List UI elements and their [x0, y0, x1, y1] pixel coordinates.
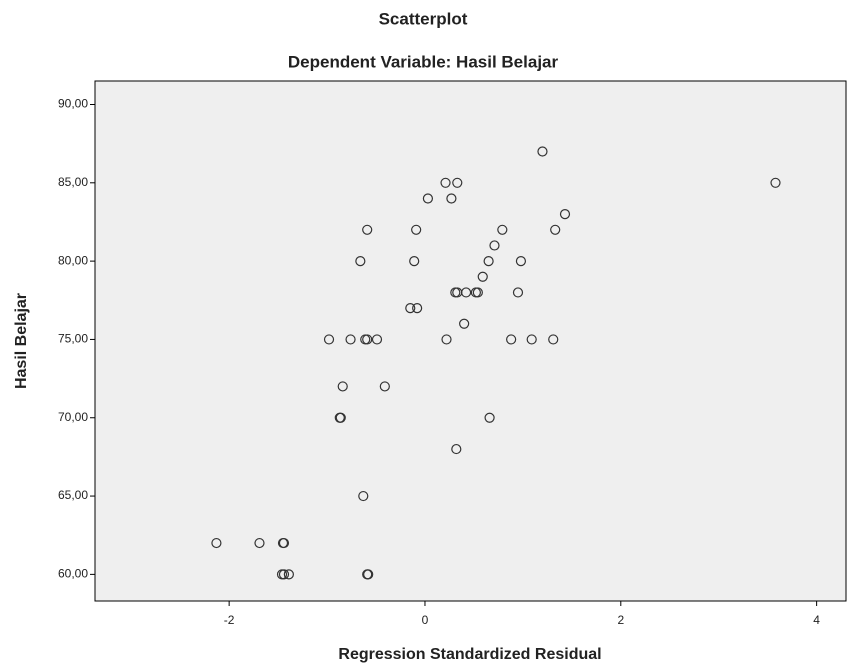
- plot-area: [95, 81, 846, 601]
- x-axis-label: Regression Standardized Residual: [338, 646, 601, 663]
- y-axis-label: Hasil Belajar: [13, 293, 30, 389]
- x-tick-label: 0: [422, 613, 429, 627]
- y-tick-label: 90,00: [58, 97, 88, 111]
- x-tick-label: -2: [224, 613, 235, 627]
- chart: Scatterplot Dependent Variable: Hasil Be…: [0, 0, 847, 668]
- x-tick-label: 4: [813, 613, 820, 627]
- chart-subtitle: Dependent Variable: Hasil Belajar: [288, 52, 559, 71]
- y-tick-label: 80,00: [58, 253, 88, 267]
- page: Scatterplot Dependent Variable: Hasil Be…: [0, 0, 847, 668]
- y-tick-label: 60,00: [58, 567, 88, 581]
- y-tick-label: 70,00: [58, 410, 88, 424]
- chart-title: Scatterplot: [379, 9, 468, 28]
- y-tick-label: 85,00: [58, 175, 88, 189]
- y-tick-label: 65,00: [58, 488, 88, 502]
- y-tick-label: 75,00: [58, 332, 88, 346]
- x-tick-label: 2: [617, 613, 624, 627]
